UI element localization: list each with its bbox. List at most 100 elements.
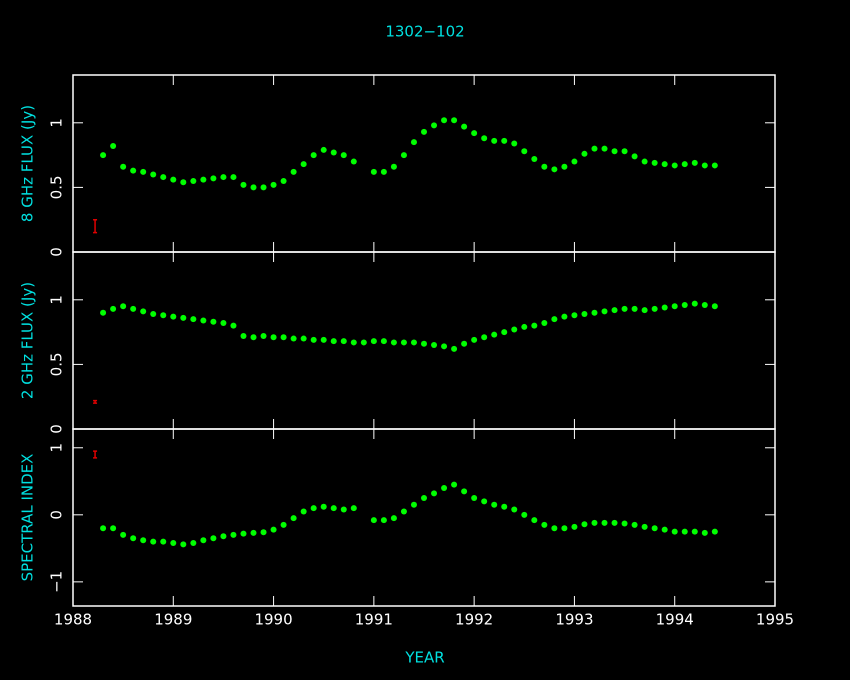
data-point (300, 508, 307, 515)
data-point (701, 301, 708, 308)
data-point (621, 148, 628, 155)
data-point (551, 316, 558, 323)
data-point (691, 300, 698, 307)
data-point (601, 145, 608, 152)
data-point (310, 505, 317, 512)
data-point (641, 307, 648, 314)
data-point (300, 335, 307, 342)
data-point (471, 495, 478, 502)
data-point (200, 537, 207, 544)
error-bar (93, 450, 98, 459)
x-axis-label: YEAR (404, 649, 444, 667)
y-tick-label: 0 (48, 424, 66, 434)
data-point (431, 490, 438, 497)
x-tick-label: 1990 (254, 611, 292, 629)
x-tick-label: 1993 (555, 611, 593, 629)
data-point (521, 148, 528, 155)
data-point (320, 503, 327, 510)
data-point (230, 322, 237, 329)
data-point (711, 303, 718, 310)
data-point (601, 519, 608, 526)
data-point (621, 305, 628, 312)
data-point (531, 322, 538, 329)
data-point (130, 305, 137, 312)
data-point (531, 517, 538, 524)
x-tick-label: 1995 (756, 611, 794, 629)
data-point (180, 541, 187, 548)
plot-frame (72, 428, 776, 607)
data-point (310, 336, 317, 343)
data-point (100, 525, 107, 532)
data-point (441, 117, 448, 124)
y-tick-label: 0 (48, 247, 66, 257)
data-point (400, 508, 407, 515)
data-point (380, 338, 387, 345)
data-point (390, 515, 397, 522)
data-point (541, 521, 548, 528)
data-point (511, 326, 518, 333)
error-bar (93, 218, 98, 234)
data-point (651, 525, 658, 532)
data-point (621, 520, 628, 527)
data-point (300, 161, 307, 168)
data-point (370, 517, 377, 524)
data-point (280, 177, 287, 184)
data-point (270, 181, 277, 188)
data-point (410, 339, 417, 346)
data-point (561, 525, 568, 532)
data-point (280, 521, 287, 528)
data-point (711, 162, 718, 169)
data-point (240, 332, 247, 339)
data-point (150, 538, 157, 545)
data-point (611, 519, 618, 526)
data-point (661, 304, 668, 311)
data-point (421, 128, 427, 135)
data-point (260, 529, 267, 536)
data-point (220, 533, 227, 540)
data-point (270, 526, 277, 533)
data-point (240, 181, 247, 188)
data-point (611, 148, 618, 155)
data-point (210, 535, 217, 542)
data-point (100, 152, 107, 159)
data-point (410, 501, 417, 508)
y-tick-label: 1 (48, 118, 66, 128)
data-point (441, 485, 448, 491)
data-point (260, 332, 267, 339)
data-point (140, 308, 147, 315)
data-point (691, 159, 698, 166)
data-point (431, 122, 438, 129)
data-point (651, 159, 658, 166)
data-point (330, 149, 337, 156)
data-point (451, 117, 458, 124)
y-tick-label: 0 (48, 510, 66, 520)
data-point (551, 166, 558, 173)
data-point (410, 139, 417, 146)
data-point (601, 308, 608, 315)
x-tick-label: 1988 (54, 611, 92, 629)
data-point (150, 311, 157, 318)
data-point (390, 339, 397, 346)
data-point (330, 505, 337, 512)
data-point (491, 501, 498, 508)
data-point (591, 309, 598, 316)
data-point (481, 135, 488, 142)
data-point (390, 163, 397, 170)
data-point (370, 168, 377, 175)
data-point (230, 531, 237, 538)
data-point (691, 528, 698, 535)
data-point (521, 323, 528, 330)
data-point (380, 517, 387, 524)
data-point (481, 498, 488, 505)
chart-title: 1302−102 (385, 23, 464, 41)
data-point (110, 143, 117, 150)
data-point (501, 503, 508, 510)
data-point (110, 525, 117, 532)
data-point (661, 526, 668, 533)
data-point (320, 336, 327, 343)
data-point (210, 175, 217, 182)
data-point (631, 521, 638, 528)
data-point (661, 161, 668, 168)
data-point (150, 171, 157, 178)
